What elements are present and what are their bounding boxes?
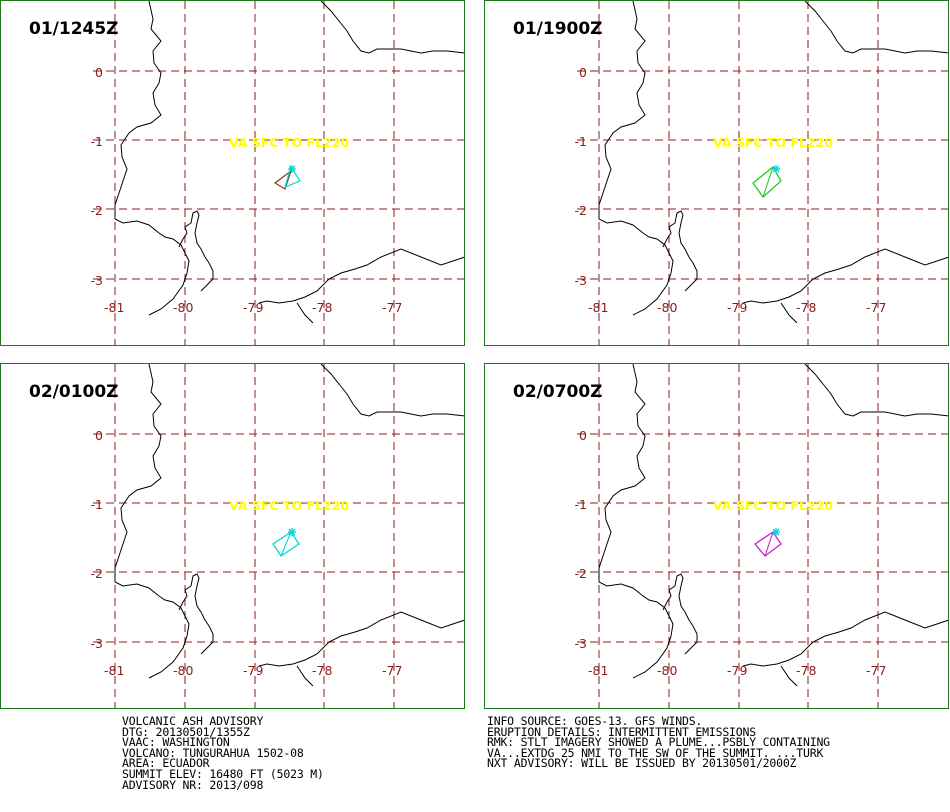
advisory-line: VOLCANIC ASH ADVISORY: [122, 714, 264, 728]
advisory-line: RMK: STLT IMAGERY SHOWED A PLUME...PSBLY…: [487, 735, 830, 750]
advisory-line: VA...EXTDG 25 NMI TO THE SW OF THE SUMMI…: [487, 745, 824, 760]
lat-label: -3: [91, 273, 103, 288]
lon-label: -77: [382, 300, 402, 315]
lat-label: -1: [575, 497, 587, 512]
map-panel-1: -81 -80 -79 -78 -77 0 -1 -2 -3 VA SFC TO FL220 01…: [0, 0, 465, 346]
lon-label: -81: [588, 300, 608, 315]
lat-label: -1: [91, 134, 103, 149]
coastline: [742, 248, 948, 304]
plume-edge: [762, 166, 774, 198]
va-level-label: VA SFC TO FL220: [713, 135, 833, 150]
advisory-line: ERUPTION DETAILS: INTERMITTENT EMISSIONS: [487, 724, 756, 739]
coastline: [320, 364, 464, 417]
volcano-icon: [288, 165, 296, 173]
coastline: [178, 573, 214, 655]
coastline: [114, 364, 190, 679]
coastline: [598, 364, 674, 679]
coastline: [804, 364, 948, 417]
coastline: [742, 611, 948, 667]
coastline: [258, 611, 464, 667]
lat-label: 0: [579, 65, 587, 80]
plume-edge: [764, 531, 774, 557]
coastline: [178, 210, 214, 292]
coastline: [662, 210, 698, 292]
lon-label: -79: [727, 300, 747, 315]
plume-edge: [280, 531, 292, 557]
map-canvas: -81 -80 -79 -78 -77 0 -1 -2 -3 VA SFC TO FL220: [575, 364, 948, 708]
map-panel-2: -81 -80 -79 -78 -77 0 -1 -2 -3 VA SFC TO FL220 01…: [484, 0, 949, 346]
lat-label: -2: [575, 566, 587, 581]
lon-label: -78: [312, 663, 332, 678]
coastline: [780, 665, 798, 687]
lat-label: 0: [95, 65, 103, 80]
lon-label: -81: [104, 300, 124, 315]
advisory-line: AREA: ECUADOR: [122, 756, 210, 771]
map-canvas: -81 -80 -79 -78 -77 0 -1 -2 -3 VA SFC TO FL220: [575, 1, 948, 345]
lat-label: -1: [575, 134, 587, 149]
coastline: [296, 302, 314, 324]
volcano-icon: [288, 528, 296, 536]
lon-label: -80: [173, 663, 193, 678]
advisory-line: VOLCANO: TUNGURAHUA 1502-08: [122, 745, 304, 760]
va-level-label: VA SFC TO FL220: [229, 498, 349, 513]
lon-label: -80: [173, 300, 193, 315]
advisory-info-right: INFO SOURCE: GOES-13. GFS WINDS. ERUPTIO…: [487, 714, 830, 771]
coastline: [320, 1, 464, 54]
lon-label: -77: [866, 300, 886, 315]
va-level-label: VA SFC TO FL220: [713, 498, 833, 513]
coastline: [114, 1, 190, 316]
panel-time: 02/0700Z: [513, 382, 603, 402]
lat-label: -2: [91, 566, 103, 581]
lon-label: -80: [657, 663, 677, 678]
lon-label: -78: [312, 300, 332, 315]
ash-plume: [754, 531, 782, 557]
ash-plume-outline: [284, 165, 301, 189]
lat-label: -3: [91, 636, 103, 651]
map-panel-3: -81 -80 -79 -78 -77 0 -1 -2 -3 VA SFC TO FL220 02…: [0, 363, 465, 709]
lat-label: -2: [91, 203, 103, 218]
advisory-line: ADVISORY NR: 2013/098: [122, 777, 264, 792]
coastline: [258, 248, 464, 304]
lon-label: -78: [796, 300, 816, 315]
lon-label: -81: [104, 663, 124, 678]
map-canvas: -81 -80 -79 -78 -77 0 -1 -2 -3 VA SFC TO FL220: [91, 1, 464, 345]
lon-label: -79: [243, 300, 263, 315]
ash-plume: [273, 169, 293, 190]
coastline: [296, 665, 314, 687]
lat-label: -2: [575, 203, 587, 218]
lat-label: -3: [575, 636, 587, 651]
advisory-info-left: VOLCANIC ASH ADVISORY DTG: 20130501/1355…: [122, 714, 324, 792]
lat-label: -3: [575, 273, 587, 288]
map-canvas: -81 -80 -79 -78 -77 0 -1 -2 -3 VA SFC TO FL220: [91, 364, 464, 708]
advisory-line: SUMMIT ELEV: 16480 FT (5023 M): [122, 766, 324, 781]
panel-time: 01/1900Z: [513, 19, 603, 39]
lon-label: -81: [588, 663, 608, 678]
lat-label: 0: [579, 428, 587, 443]
advisory-line: VAAC: WASHINGTON: [122, 735, 230, 750]
lon-label: -79: [727, 663, 747, 678]
va-level-label: VA SFC TO FL220: [229, 135, 349, 150]
lon-label: -78: [796, 663, 816, 678]
lat-label: 0: [95, 428, 103, 443]
coastline: [780, 302, 798, 324]
map-panel-4: -81 -80 -79 -78 -77 0 -1 -2 -3 VA SFC TO FL220 02…: [484, 363, 949, 709]
lon-label: -79: [243, 663, 263, 678]
coastline: [598, 1, 674, 316]
advisory-line: NXT ADVISORY: WILL BE ISSUED BY 20130501…: [487, 756, 797, 771]
ash-plume: [752, 166, 782, 198]
volcano-icon: [772, 165, 780, 173]
lon-label: -77: [866, 663, 886, 678]
advisory-line: INFO SOURCE: GOES-13. GFS WINDS.: [487, 714, 703, 728]
coastline: [662, 573, 698, 655]
panel-time: 02/0100Z: [29, 382, 119, 402]
lon-label: -77: [382, 663, 402, 678]
coastline: [804, 1, 948, 54]
panel-time: 01/1245Z: [29, 19, 119, 39]
volcano-icon: [772, 528, 780, 536]
advisory-line: DTG: 20130501/1355Z: [122, 724, 250, 739]
lon-label: -80: [657, 300, 677, 315]
lat-label: -1: [91, 497, 103, 512]
